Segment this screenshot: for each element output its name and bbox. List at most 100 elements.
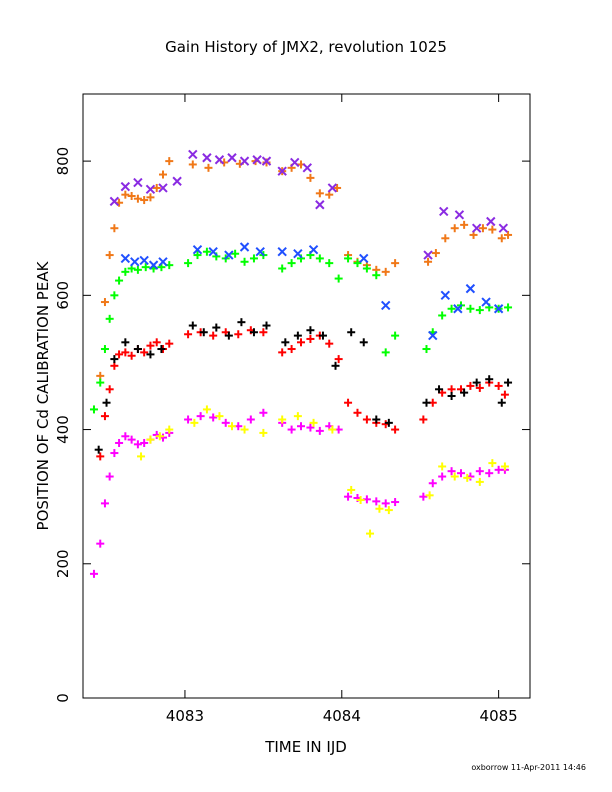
data-point bbox=[278, 264, 287, 273]
data-point bbox=[366, 529, 375, 538]
data-point bbox=[347, 485, 356, 494]
data-point bbox=[139, 255, 149, 266]
data-point bbox=[120, 181, 131, 192]
data-point bbox=[308, 244, 319, 255]
data-point bbox=[96, 452, 105, 461]
data-point bbox=[165, 157, 174, 166]
data-point bbox=[239, 156, 250, 166]
data-point bbox=[447, 304, 456, 313]
data-point bbox=[96, 539, 105, 548]
data-point bbox=[115, 276, 124, 285]
data-point bbox=[146, 435, 155, 444]
data-point bbox=[121, 348, 130, 357]
data-point bbox=[89, 569, 98, 578]
data-point bbox=[193, 251, 202, 260]
data-point bbox=[100, 345, 109, 354]
series-3 bbox=[120, 242, 504, 341]
data-point bbox=[287, 259, 296, 268]
data-point bbox=[362, 415, 371, 424]
data-point bbox=[475, 306, 484, 315]
data-point bbox=[255, 247, 265, 257]
data-point bbox=[356, 496, 365, 505]
data-point bbox=[375, 504, 384, 513]
data-point bbox=[133, 265, 142, 274]
data-point bbox=[196, 412, 205, 421]
data-point bbox=[252, 155, 262, 165]
data-point bbox=[110, 449, 119, 458]
x-tick-label: 4083 bbox=[166, 707, 204, 725]
data-point bbox=[140, 438, 149, 447]
data-point bbox=[100, 499, 109, 508]
chart-title: Gain History of JMX2, revolution 1025 bbox=[165, 38, 447, 56]
data-point bbox=[334, 274, 343, 283]
data-point bbox=[109, 196, 120, 207]
data-point bbox=[454, 210, 465, 220]
data-point bbox=[381, 348, 390, 357]
data-point bbox=[475, 383, 484, 392]
data-point bbox=[472, 378, 481, 387]
data-point bbox=[419, 492, 428, 501]
data-point bbox=[127, 435, 136, 444]
data-point bbox=[158, 183, 168, 193]
data-point bbox=[315, 189, 324, 198]
data-point bbox=[165, 425, 174, 434]
data-point bbox=[384, 506, 393, 515]
data-point bbox=[488, 459, 497, 468]
data-point bbox=[353, 408, 362, 417]
data-point bbox=[146, 341, 155, 350]
data-point bbox=[302, 163, 312, 173]
data-point bbox=[475, 467, 484, 476]
series-2 bbox=[89, 247, 513, 414]
data-point bbox=[359, 338, 368, 347]
data-point bbox=[277, 247, 287, 257]
data-point bbox=[327, 183, 338, 193]
x-tick-label: 4084 bbox=[323, 707, 361, 725]
data-point bbox=[481, 297, 491, 307]
data-point bbox=[460, 388, 469, 397]
data-point bbox=[188, 160, 197, 169]
data-point bbox=[202, 405, 211, 414]
data-point bbox=[362, 264, 371, 273]
data-point bbox=[190, 418, 199, 427]
data-point bbox=[89, 405, 98, 414]
data-point bbox=[234, 330, 243, 339]
data-point bbox=[494, 381, 503, 390]
data-point bbox=[306, 334, 315, 343]
data-point bbox=[438, 472, 447, 481]
data-point bbox=[315, 254, 324, 263]
data-point bbox=[456, 469, 465, 478]
data-point bbox=[202, 247, 211, 256]
data-point bbox=[127, 351, 136, 360]
data-point bbox=[141, 263, 150, 272]
data-point bbox=[344, 254, 353, 263]
data-point bbox=[297, 338, 306, 347]
data-point bbox=[381, 499, 390, 508]
data-point bbox=[110, 291, 119, 300]
data-point bbox=[158, 257, 168, 267]
data-point bbox=[133, 194, 142, 203]
data-point bbox=[497, 234, 506, 243]
data-point bbox=[140, 196, 149, 205]
data-point bbox=[425, 491, 434, 500]
data-point bbox=[188, 321, 197, 330]
data-point bbox=[249, 254, 258, 263]
data-point bbox=[331, 361, 340, 370]
data-point bbox=[287, 345, 296, 354]
data-point bbox=[278, 348, 287, 357]
data-point bbox=[309, 418, 318, 427]
data-point bbox=[422, 345, 431, 354]
data-point bbox=[435, 385, 444, 394]
data-point bbox=[500, 462, 509, 471]
data-point bbox=[121, 432, 130, 441]
data-point bbox=[372, 271, 381, 280]
data-point bbox=[146, 193, 155, 202]
data-point bbox=[486, 216, 496, 227]
data-point bbox=[110, 355, 119, 364]
data-point bbox=[277, 166, 287, 176]
data-point bbox=[130, 257, 140, 267]
data-point bbox=[450, 224, 459, 233]
data-point bbox=[158, 170, 167, 179]
data-point bbox=[315, 426, 324, 435]
data-point bbox=[262, 321, 271, 330]
data-point bbox=[475, 477, 484, 486]
